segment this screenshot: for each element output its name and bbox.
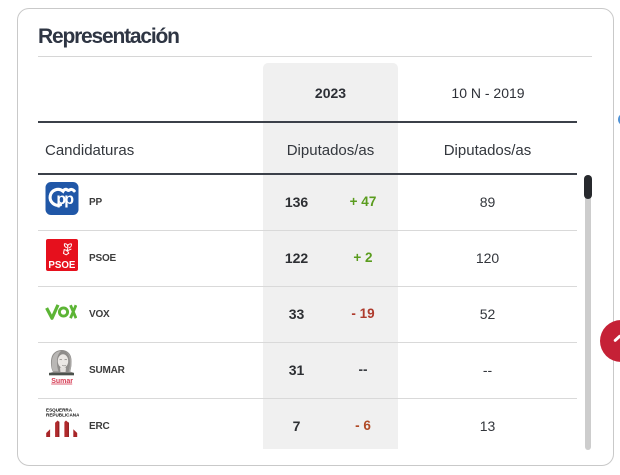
- svg-text:ESQUERRA: ESQUERRA: [46, 408, 73, 413]
- svg-text:PSOE: PSOE: [48, 260, 75, 271]
- svg-text:p: p: [64, 191, 74, 208]
- svg-text:REPUBLICANA: REPUBLICANA: [46, 413, 79, 418]
- svg-text:p: p: [56, 191, 66, 208]
- svg-text:Sumar: Sumar: [51, 378, 73, 385]
